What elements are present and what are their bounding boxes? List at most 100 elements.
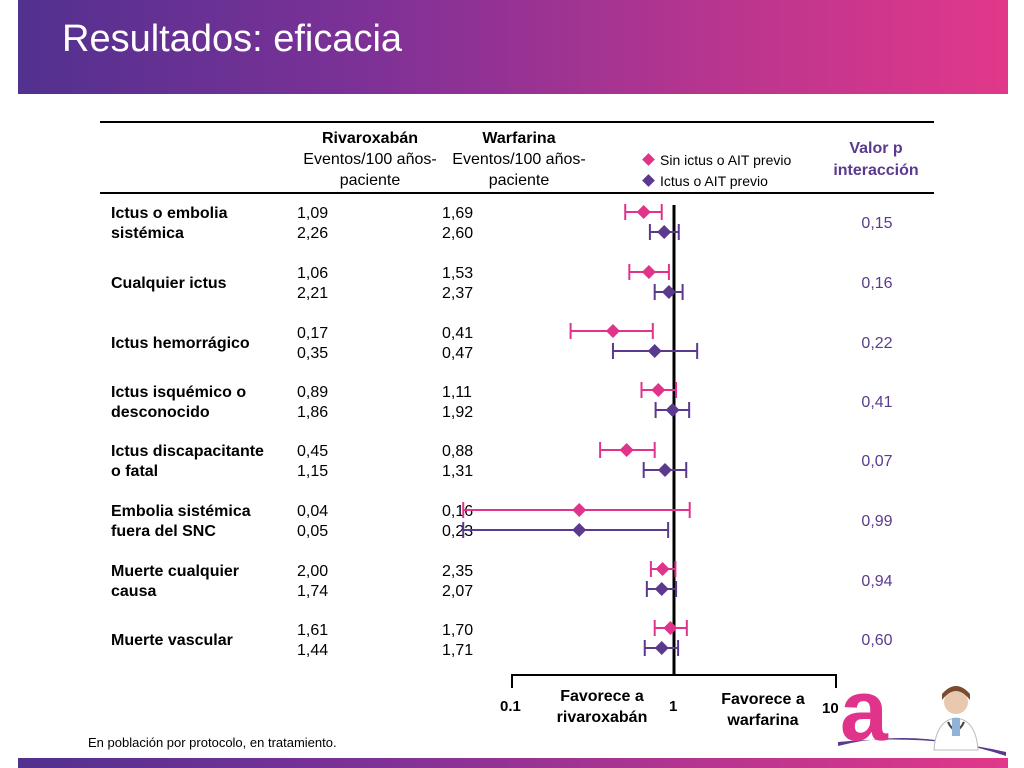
- pvalue: 0,99: [861, 513, 893, 530]
- hazard-ratio-point: [665, 403, 680, 417]
- value-prior: 1,44: [297, 642, 329, 659]
- bottom-bar: [18, 758, 1008, 768]
- value-prior: 1,86: [297, 404, 329, 421]
- ci-mark: [643, 640, 680, 656]
- rivaroxaban-values: 0,04 0,05: [297, 502, 357, 542]
- rivaroxaban-values: 1,61 1,44: [297, 621, 357, 661]
- warfarin-values: 0,16 0,23: [442, 502, 502, 542]
- rivaroxaban-values: 2,00 1,74: [297, 562, 357, 602]
- ci-mark: [653, 620, 688, 636]
- rivaroxaban-unit-2: paciente: [339, 172, 401, 189]
- hazard-ratio-point: [647, 344, 662, 358]
- ci-mark: [640, 382, 678, 398]
- outcome-label-line-1: Muerte vascular: [111, 632, 233, 649]
- ci-mark: [624, 204, 663, 220]
- ci-mark: [628, 264, 670, 280]
- pvalue-header-line-2: interacción: [833, 162, 919, 179]
- ci-mark: [654, 402, 691, 418]
- favors-left-line-1: Favorece a: [560, 688, 644, 705]
- favors-left-line-2: rivaroxabán: [556, 709, 648, 726]
- value-no-prior: 1,53: [442, 265, 474, 282]
- ci-mark: [642, 462, 688, 478]
- warfarin-values: 1,11 1,92: [442, 383, 502, 423]
- value-prior: 0,35: [297, 345, 329, 362]
- outcome-label-line-1: Embolia sistémica: [111, 503, 251, 520]
- hazard-ratio-point: [619, 443, 634, 457]
- table-header-rule: [100, 192, 934, 194]
- warfarin-unit-2: paciente: [488, 172, 550, 189]
- x-tick-label: 10: [822, 700, 839, 717]
- outcome-label: Cualquier ictus: [111, 274, 291, 294]
- hazard-ratio-point: [663, 621, 678, 635]
- warfarin-values: 0,41 0,47: [442, 324, 502, 364]
- warfarin-values: 1,70 1,71: [442, 621, 502, 661]
- value-prior: 0,23: [442, 523, 474, 540]
- hazard-ratio-point: [654, 641, 669, 655]
- footnote: En población por protocolo, en tratamien…: [88, 735, 337, 750]
- doctor-icon: [933, 686, 979, 751]
- outcome-label-line-2: fuera del SNC: [111, 523, 216, 540]
- ci-mark: [649, 561, 677, 577]
- legend-label: Sin ictus o AIT previo: [660, 152, 792, 168]
- outcome-label-line-1: Ictus hemorrágico: [111, 335, 250, 352]
- outcome-label: Ictus o embolia sistémica: [111, 204, 291, 244]
- pvalue: 0,16: [861, 275, 893, 292]
- value-prior: 2,60: [442, 225, 474, 242]
- value-no-prior: 1,69: [442, 205, 474, 222]
- hazard-ratio-point: [636, 205, 651, 219]
- outcome-label-line-1: Muerte cualquier: [111, 563, 240, 580]
- rivaroxaban-values: 1,06 2,21: [297, 264, 357, 304]
- pvalue: 0,94: [861, 573, 893, 590]
- value-prior: 1,15: [297, 463, 329, 480]
- x-tick-label: 1: [669, 698, 678, 715]
- outcome-label: Ictus discapacitante o fatal: [111, 442, 291, 482]
- ci-mark: [648, 224, 680, 240]
- value-no-prior: 1,70: [442, 622, 474, 639]
- outcome-label: Muerte cualquier causa: [111, 562, 291, 602]
- hazard-ratio-point: [641, 265, 656, 279]
- favors-rivaroxaban-label: Favorece a rivaroxabán: [544, 686, 660, 728]
- hazard-ratio-point: [658, 463, 673, 477]
- outcome-label-line-1: Ictus discapacitante: [111, 443, 264, 460]
- outcome-label: Ictus hemorrágico: [111, 334, 291, 354]
- value-prior: 0,05: [297, 523, 329, 540]
- value-prior: 2,37: [442, 285, 474, 302]
- value-prior: 0,47: [442, 345, 474, 362]
- rivaroxaban-values: 0,17 0,35: [297, 324, 357, 364]
- value-prior: 1,71: [442, 642, 474, 659]
- pvalue: 0,15: [861, 215, 893, 232]
- value-no-prior: 0,89: [297, 384, 329, 401]
- rivaroxaban-values: 1,09 2,26: [297, 204, 357, 244]
- value-no-prior: 0,16: [442, 503, 474, 520]
- ci-mark: [611, 343, 699, 359]
- logo: a: [838, 676, 1006, 756]
- ci-mark: [569, 323, 654, 339]
- pvalue: 0,22: [861, 335, 893, 352]
- value-no-prior: 2,00: [297, 563, 329, 580]
- header-banner: Resultados: eficacia: [18, 0, 1008, 94]
- outcome-label-line-2: causa: [111, 583, 157, 600]
- ci-mark: [653, 284, 684, 300]
- ci-mark: [645, 581, 678, 597]
- value-no-prior: 1,11: [442, 384, 472, 401]
- hazard-ratio-point: [572, 503, 587, 517]
- value-no-prior: 2,35: [442, 563, 474, 580]
- outcome-label-line-1: Cualquier ictus: [111, 275, 227, 292]
- logo-letter: a: [840, 676, 889, 756]
- value-prior: 1,74: [297, 583, 329, 600]
- pvalue: 0,41: [861, 394, 893, 411]
- value-no-prior: 1,06: [297, 265, 329, 282]
- warfarin-values: 1,69 2,60: [442, 204, 502, 244]
- hazard-ratio-point: [572, 523, 587, 537]
- rivaroxaban-column-header: Rivaroxabán Eventos/100 años- paciente: [296, 128, 444, 191]
- hazard-ratio-point: [655, 562, 670, 576]
- outcome-label-line-1: Ictus isquémico o: [111, 384, 247, 401]
- pvalue-header-line-1: Valor p: [849, 140, 903, 157]
- favors-right-line-2: warfarina: [727, 712, 799, 729]
- page-title: Resultados: eficacia: [62, 18, 403, 60]
- outcome-label: Muerte vascular: [111, 631, 291, 651]
- x-tick-label: 0.1: [500, 698, 521, 715]
- x-axis: [511, 674, 837, 688]
- value-no-prior: 0,17: [297, 325, 329, 342]
